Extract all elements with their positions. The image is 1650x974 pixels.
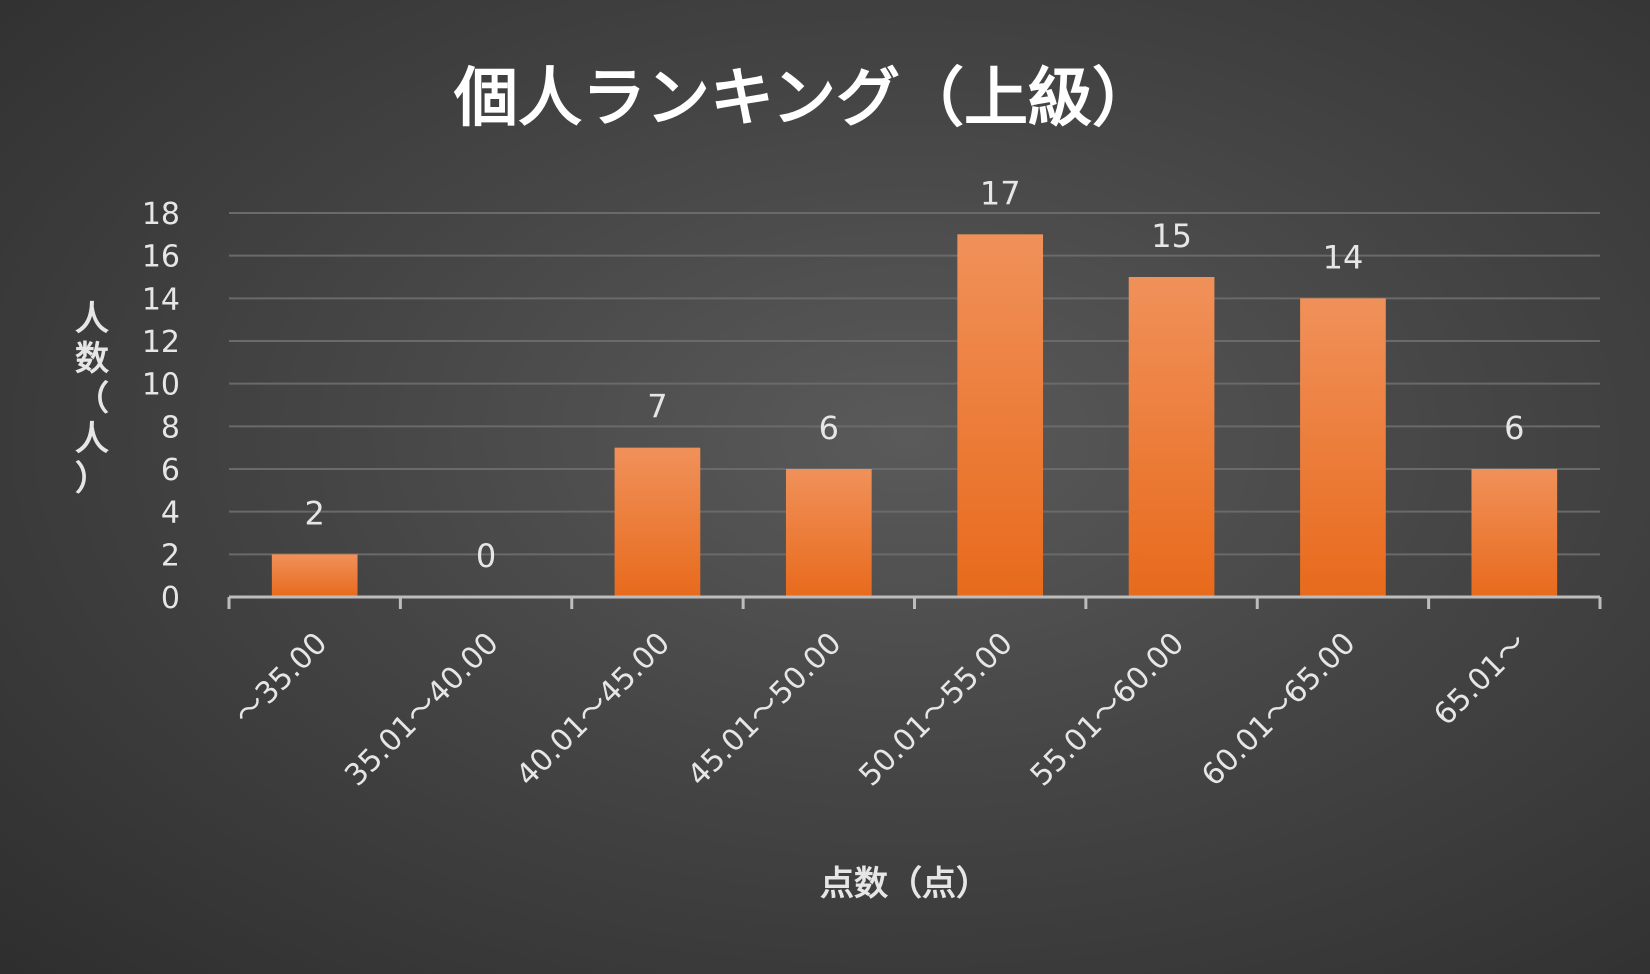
data-label: 7 <box>647 388 667 426</box>
bar <box>614 447 701 597</box>
y-tick-label: 14 <box>142 282 180 317</box>
data-label: 14 <box>1323 238 1364 276</box>
bar <box>785 469 872 597</box>
chart-title: 個人ランキング（上級） <box>453 62 1156 136</box>
x-axis <box>227 595 1602 609</box>
data-labels: 2 0 7 6 17 15 14 6 <box>305 174 1525 575</box>
data-label: 0 <box>476 537 496 575</box>
x-category-label: 45.01～50.00 <box>681 626 848 793</box>
y-tick-label: 10 <box>142 368 180 403</box>
y-tick-label: 6 <box>161 453 180 488</box>
bar <box>1128 277 1215 597</box>
x-category-label: 65.01～ <box>1427 626 1534 733</box>
bars <box>271 234 1558 598</box>
x-category-label: 55.01～60.00 <box>1024 626 1191 793</box>
y-axis-title: 人数（人） <box>75 299 109 499</box>
data-label: 17 <box>980 174 1021 212</box>
bar <box>271 554 358 597</box>
x-category-label: 50.01～55.00 <box>852 626 1019 793</box>
y-tick-label: 4 <box>161 496 180 531</box>
data-label: 2 <box>305 494 325 532</box>
y-tick-label: 2 <box>161 538 180 573</box>
y-tick-label: 8 <box>161 410 180 445</box>
x-category-label: 35.01～40.00 <box>338 626 505 793</box>
y-axis-ticks: 0 2 4 6 8 10 12 14 16 18 <box>142 197 180 616</box>
y-tick-label: 12 <box>142 325 180 360</box>
bar <box>1300 298 1386 597</box>
x-axis-categories: ～35.00 35.01～40.00 40.01～45.00 45.01～50.00 5… <box>228 626 1534 793</box>
bar <box>1471 469 1558 597</box>
data-label: 6 <box>819 409 839 447</box>
y-tick-label: 18 <box>142 197 180 232</box>
x-category-label: ～35.00 <box>228 626 335 733</box>
x-axis-title: 点数（点） <box>820 864 990 904</box>
x-category-label: 60.01～65.00 <box>1195 626 1362 793</box>
x-category-label: 40.01～45.00 <box>510 626 677 793</box>
gridlines <box>229 212 1600 556</box>
bar <box>957 234 1044 598</box>
y-tick-label: 0 <box>161 581 180 616</box>
data-label: 6 <box>1504 409 1524 447</box>
data-label: 15 <box>1151 217 1192 255</box>
y-tick-label: 16 <box>142 240 180 275</box>
